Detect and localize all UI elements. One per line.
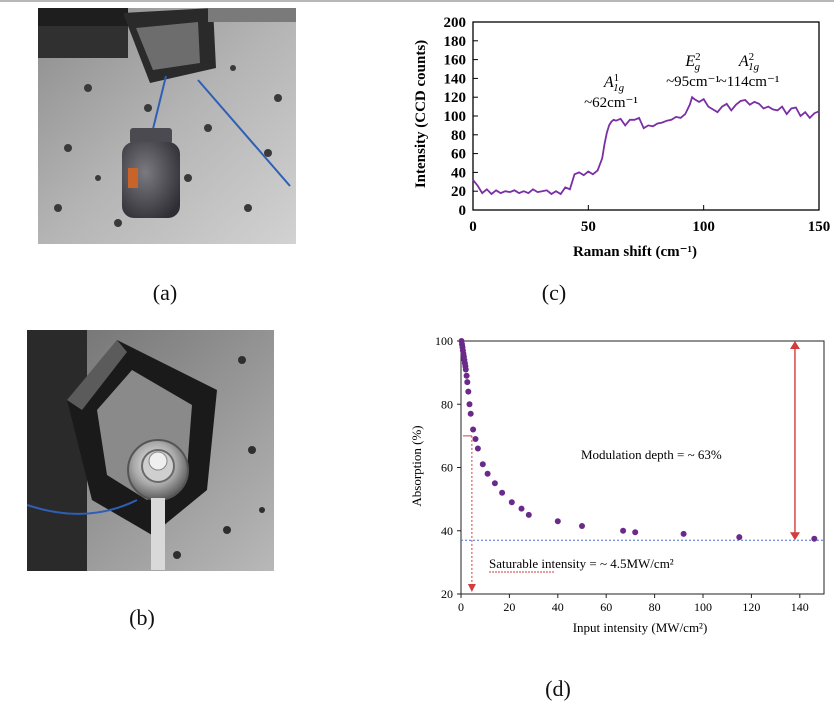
y-tick-label: 140 xyxy=(444,71,467,87)
y-tick-label: 20 xyxy=(441,587,453,601)
y-tick-label: 200 xyxy=(444,15,467,31)
panel-label-a: (a) xyxy=(152,280,178,305)
raman-series-line xyxy=(472,95,820,196)
data-point xyxy=(525,511,532,518)
data-point xyxy=(463,372,470,379)
down-arrowhead xyxy=(789,532,800,541)
y-tick-label: 80 xyxy=(441,397,453,411)
x-tick-label: 140 xyxy=(791,600,809,614)
data-point xyxy=(472,436,479,442)
peak-label-symbol: A2 1g xyxy=(738,51,760,73)
data-point xyxy=(508,499,515,506)
y-tick-label: 60 xyxy=(441,461,453,475)
plot-frame xyxy=(472,21,820,211)
panel-label-b: (b) xyxy=(129,605,155,630)
y-tick-label: 160 xyxy=(444,53,467,69)
x-axis-label: Input intensity (MW/cm²) xyxy=(573,620,708,635)
data-point xyxy=(554,518,561,525)
peak-label-symbol: E2 g xyxy=(684,51,700,73)
x-axis-label: Raman shift (cm⁻¹) xyxy=(573,244,697,260)
y-tick-label: 120 xyxy=(444,90,467,106)
data-point xyxy=(484,470,491,477)
y-axis-label: Absorption (%) xyxy=(409,425,424,506)
x-tick-label: 100 xyxy=(692,219,715,235)
saturable-absorption-chart: 20 40 60 80 100 0 20 40 60 80 100 120 140 Modulation… xyxy=(409,334,825,635)
x-tick-label: 80 xyxy=(649,600,661,614)
data-point xyxy=(579,523,585,529)
y-tick-label: 20 xyxy=(451,184,466,200)
photo-fiber-mount-closeup xyxy=(27,330,274,571)
y-tick-label: 180 xyxy=(444,34,467,50)
data-point xyxy=(680,530,687,537)
data-point xyxy=(811,535,818,542)
x-tick-label: 150 xyxy=(808,219,830,235)
down-arrowhead xyxy=(467,584,476,592)
x-tick-label: 60 xyxy=(600,600,612,614)
y-tick-label: 40 xyxy=(441,524,453,538)
x-tick-label: 20 xyxy=(503,600,515,614)
raman-spectrum-chart: 0 20 40 60 80 100 120 140 160 180 200 0 50 100 150 Ram… xyxy=(413,15,830,260)
data-point xyxy=(474,445,481,452)
panel-label-c: (c) xyxy=(541,280,567,305)
x-tick-label: 0 xyxy=(458,600,464,614)
peak-label-wavenumber: ~62cm⁻¹ xyxy=(584,95,638,111)
x-tick-label: 0 xyxy=(469,219,477,235)
data-point xyxy=(518,505,525,512)
x-tick-label: 50 xyxy=(581,219,596,235)
peak-label-wavenumber: ~95cm⁻¹ xyxy=(666,74,720,90)
x-tick-label: 100 xyxy=(694,600,712,614)
data-point xyxy=(491,480,498,487)
data-point xyxy=(470,426,477,433)
x-tick-label: 40 xyxy=(552,600,564,614)
data-point xyxy=(620,527,627,534)
data-point xyxy=(466,401,473,408)
data-point xyxy=(632,529,639,536)
peak-label-symbol: A1 1g xyxy=(603,72,625,94)
y-tick-label: 0 xyxy=(459,203,467,219)
y-tick-label: 60 xyxy=(451,147,466,163)
photo-vial-on-optical-table xyxy=(38,8,296,244)
y-tick-label: 100 xyxy=(444,109,467,125)
peak-label-wavenumber: ~114cm⁻¹ xyxy=(719,74,780,90)
y-tick-label: 40 xyxy=(451,165,466,181)
saturable-intensity-annotation: Saturable intensity = ~ 4.5MW/cm² xyxy=(489,556,674,571)
data-point xyxy=(499,489,506,496)
data-point xyxy=(479,461,486,468)
y-tick-label: 80 xyxy=(451,128,466,144)
data-point xyxy=(462,366,469,373)
modulation-depth-annotation: Modulation depth = ~ 63% xyxy=(581,447,722,462)
data-point xyxy=(465,388,472,395)
y-axis-label: Intensity (CCD counts) xyxy=(413,40,429,188)
data-point xyxy=(736,534,743,541)
data-point xyxy=(464,379,471,386)
x-tick-label: 120 xyxy=(742,600,760,614)
panel-label-d: (d) xyxy=(545,676,571,701)
y-tick-label: 100 xyxy=(435,334,453,348)
top-divider xyxy=(0,0,834,2)
up-arrowhead xyxy=(789,341,800,349)
data-point xyxy=(467,410,474,417)
